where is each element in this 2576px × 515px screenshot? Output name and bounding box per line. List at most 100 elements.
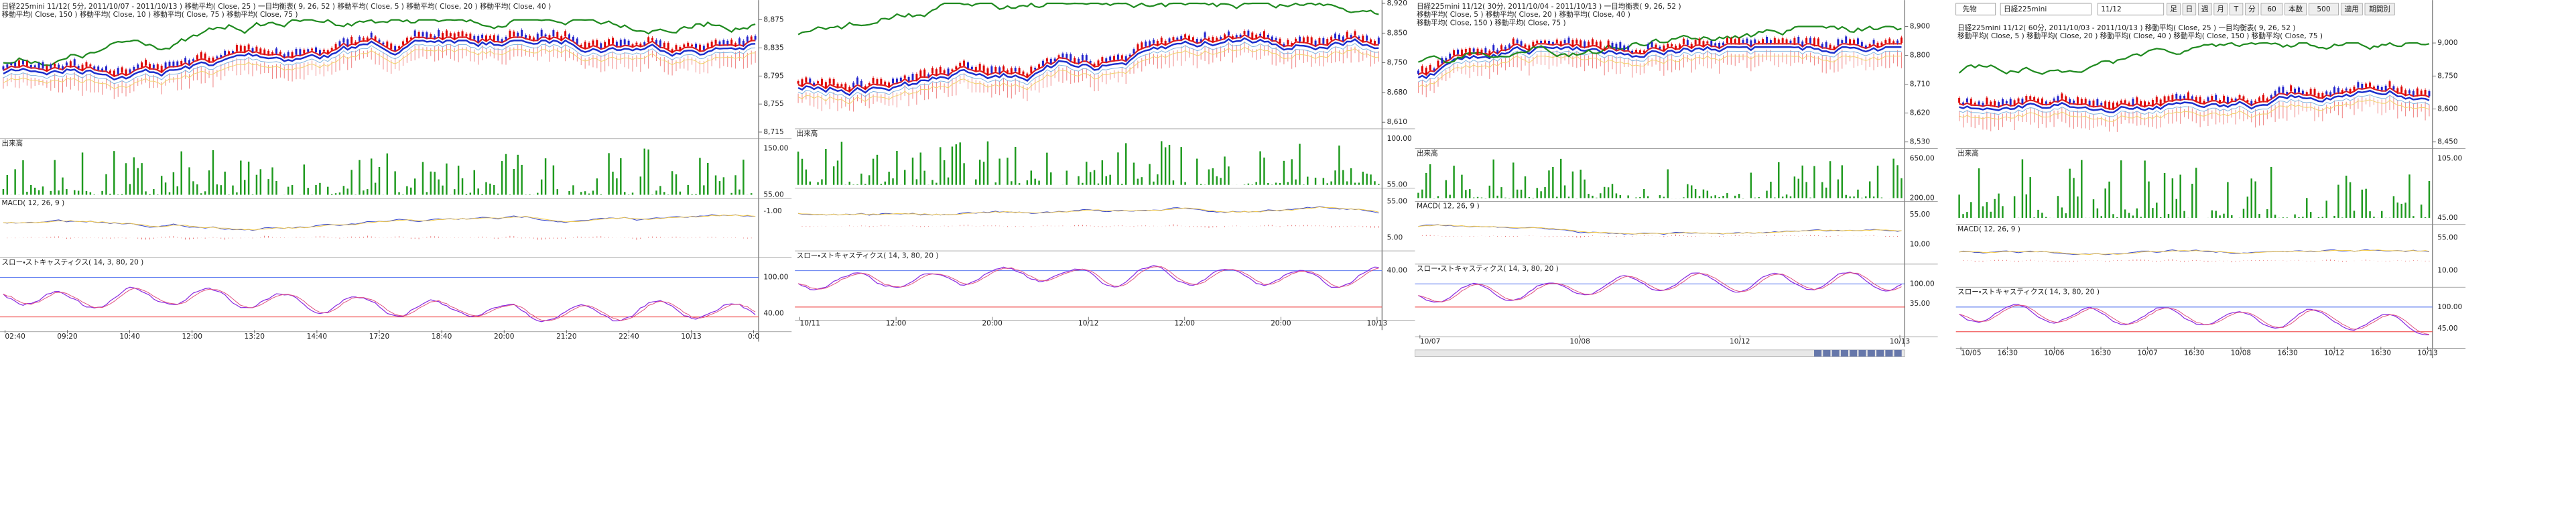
volume-bar [1868, 181, 1871, 198]
candle [1101, 57, 1104, 62]
toolbar-button[interactable] [2198, 3, 2212, 15]
volume-bar [81, 152, 84, 195]
candle [239, 45, 242, 52]
chart-panel: 日経225mini 11/12( 30分, 2011/10/04 - 2011/… [1415, 0, 1938, 347]
volume-axis-label: 100.00 [1387, 135, 1412, 143]
volume-bar [291, 185, 294, 195]
candle [974, 66, 977, 71]
volume-bar [14, 169, 16, 195]
volume-bar [1789, 196, 1792, 198]
candle [1263, 31, 1265, 38]
scroll-button[interactable] [1894, 349, 1902, 357]
volume-bar [406, 186, 408, 195]
volume-bar [1149, 164, 1151, 185]
candle [2029, 96, 2032, 100]
volume-bar [671, 171, 673, 195]
candle [2207, 97, 2209, 101]
volume-bar [77, 190, 80, 195]
volume-bar [1453, 166, 1455, 198]
candle [1093, 63, 1096, 66]
candle [2088, 101, 2091, 105]
market-select[interactable] [1955, 3, 1996, 15]
volume-bar [1690, 185, 1693, 198]
volume-bar [338, 192, 341, 195]
scroll-button[interactable] [1814, 349, 1822, 357]
symbol-select[interactable] [2000, 3, 2091, 15]
volume-bar [1220, 178, 1222, 185]
candle [1643, 50, 1645, 53]
toolbar-button[interactable] [2213, 3, 2228, 15]
scroll-button[interactable] [1858, 349, 1866, 357]
candle [196, 55, 198, 60]
volume-bar [1137, 178, 1139, 185]
volume-bar [1710, 196, 1713, 198]
volume-bar [687, 184, 689, 195]
scroll-button[interactable] [1850, 349, 1858, 357]
volume-axis-label: 105.00 [2437, 154, 2462, 162]
volume-bar [2057, 196, 2059, 218]
volume-bar [2373, 217, 2375, 218]
volume-bar [809, 181, 812, 185]
toolbar-button[interactable] [2364, 3, 2395, 15]
time-label: 10/13 [1890, 338, 1911, 346]
candle [828, 78, 831, 84]
toolbar-button[interactable] [2284, 3, 2307, 15]
toolbar-button[interactable] [2308, 3, 2339, 15]
candle [1647, 44, 1649, 49]
candle [513, 32, 515, 37]
candle [1500, 45, 1503, 50]
toolbar-button[interactable] [2340, 3, 2363, 15]
candle [1516, 39, 1519, 44]
volume-bar [113, 151, 115, 195]
volume-bar [1342, 170, 1344, 185]
scroll-button[interactable] [1885, 349, 1893, 357]
candle [1468, 48, 1471, 55]
toolbar-button[interactable] [2260, 3, 2283, 15]
volume-bar [2361, 189, 2364, 218]
volume-bar [978, 160, 981, 185]
candle [899, 77, 902, 82]
scroll-button[interactable] [1867, 349, 1875, 357]
time-label: 10/08 [1569, 338, 1590, 346]
candle [1484, 48, 1487, 53]
volume-bar [2333, 215, 2335, 218]
candle [1081, 54, 1084, 61]
chart-panel: 8,920 8,850 8,750 8,680 8,610 出来高 100.00 55.00 5… [795, 0, 1415, 331]
volume-bar [434, 172, 436, 195]
scroll-button[interactable] [1840, 349, 1848, 357]
scroll-button[interactable] [1823, 349, 1831, 357]
scrollbar[interactable] [1415, 349, 1905, 357]
volume-bar [232, 185, 234, 195]
volume-bar [2400, 203, 2402, 218]
volume-bar [89, 192, 92, 195]
volume-bar [1520, 189, 1523, 198]
candle [990, 66, 993, 73]
candle [113, 70, 115, 76]
contract-select[interactable] [2097, 3, 2165, 15]
scroll-button[interactable] [1876, 349, 1884, 357]
volume-bar [2108, 181, 2110, 218]
candle [1472, 48, 1475, 52]
volume-bar [832, 166, 835, 185]
candle [184, 58, 187, 62]
candle [947, 68, 950, 75]
toolbar-button[interactable] [2167, 3, 2181, 15]
volume-bar [2195, 168, 2197, 218]
time-label: 10/05 [1961, 349, 1981, 357]
candle [477, 36, 480, 42]
candle [532, 37, 535, 40]
candle [935, 69, 938, 75]
candle [615, 42, 618, 46]
volume-bar [2159, 217, 2162, 218]
toolbar-button[interactable] [2182, 3, 2197, 15]
candle [2183, 95, 2186, 99]
volume-bar [243, 180, 246, 195]
volume-bar [1279, 182, 1281, 185]
scroll-button[interactable] [1831, 349, 1840, 357]
toolbar-button[interactable] [2245, 3, 2259, 15]
candle [1900, 37, 1903, 44]
price-label: 8,795 [763, 72, 783, 80]
volume-bar [1872, 196, 1875, 198]
volume-bar [1267, 182, 1269, 185]
toolbar-button[interactable] [2229, 3, 2244, 15]
